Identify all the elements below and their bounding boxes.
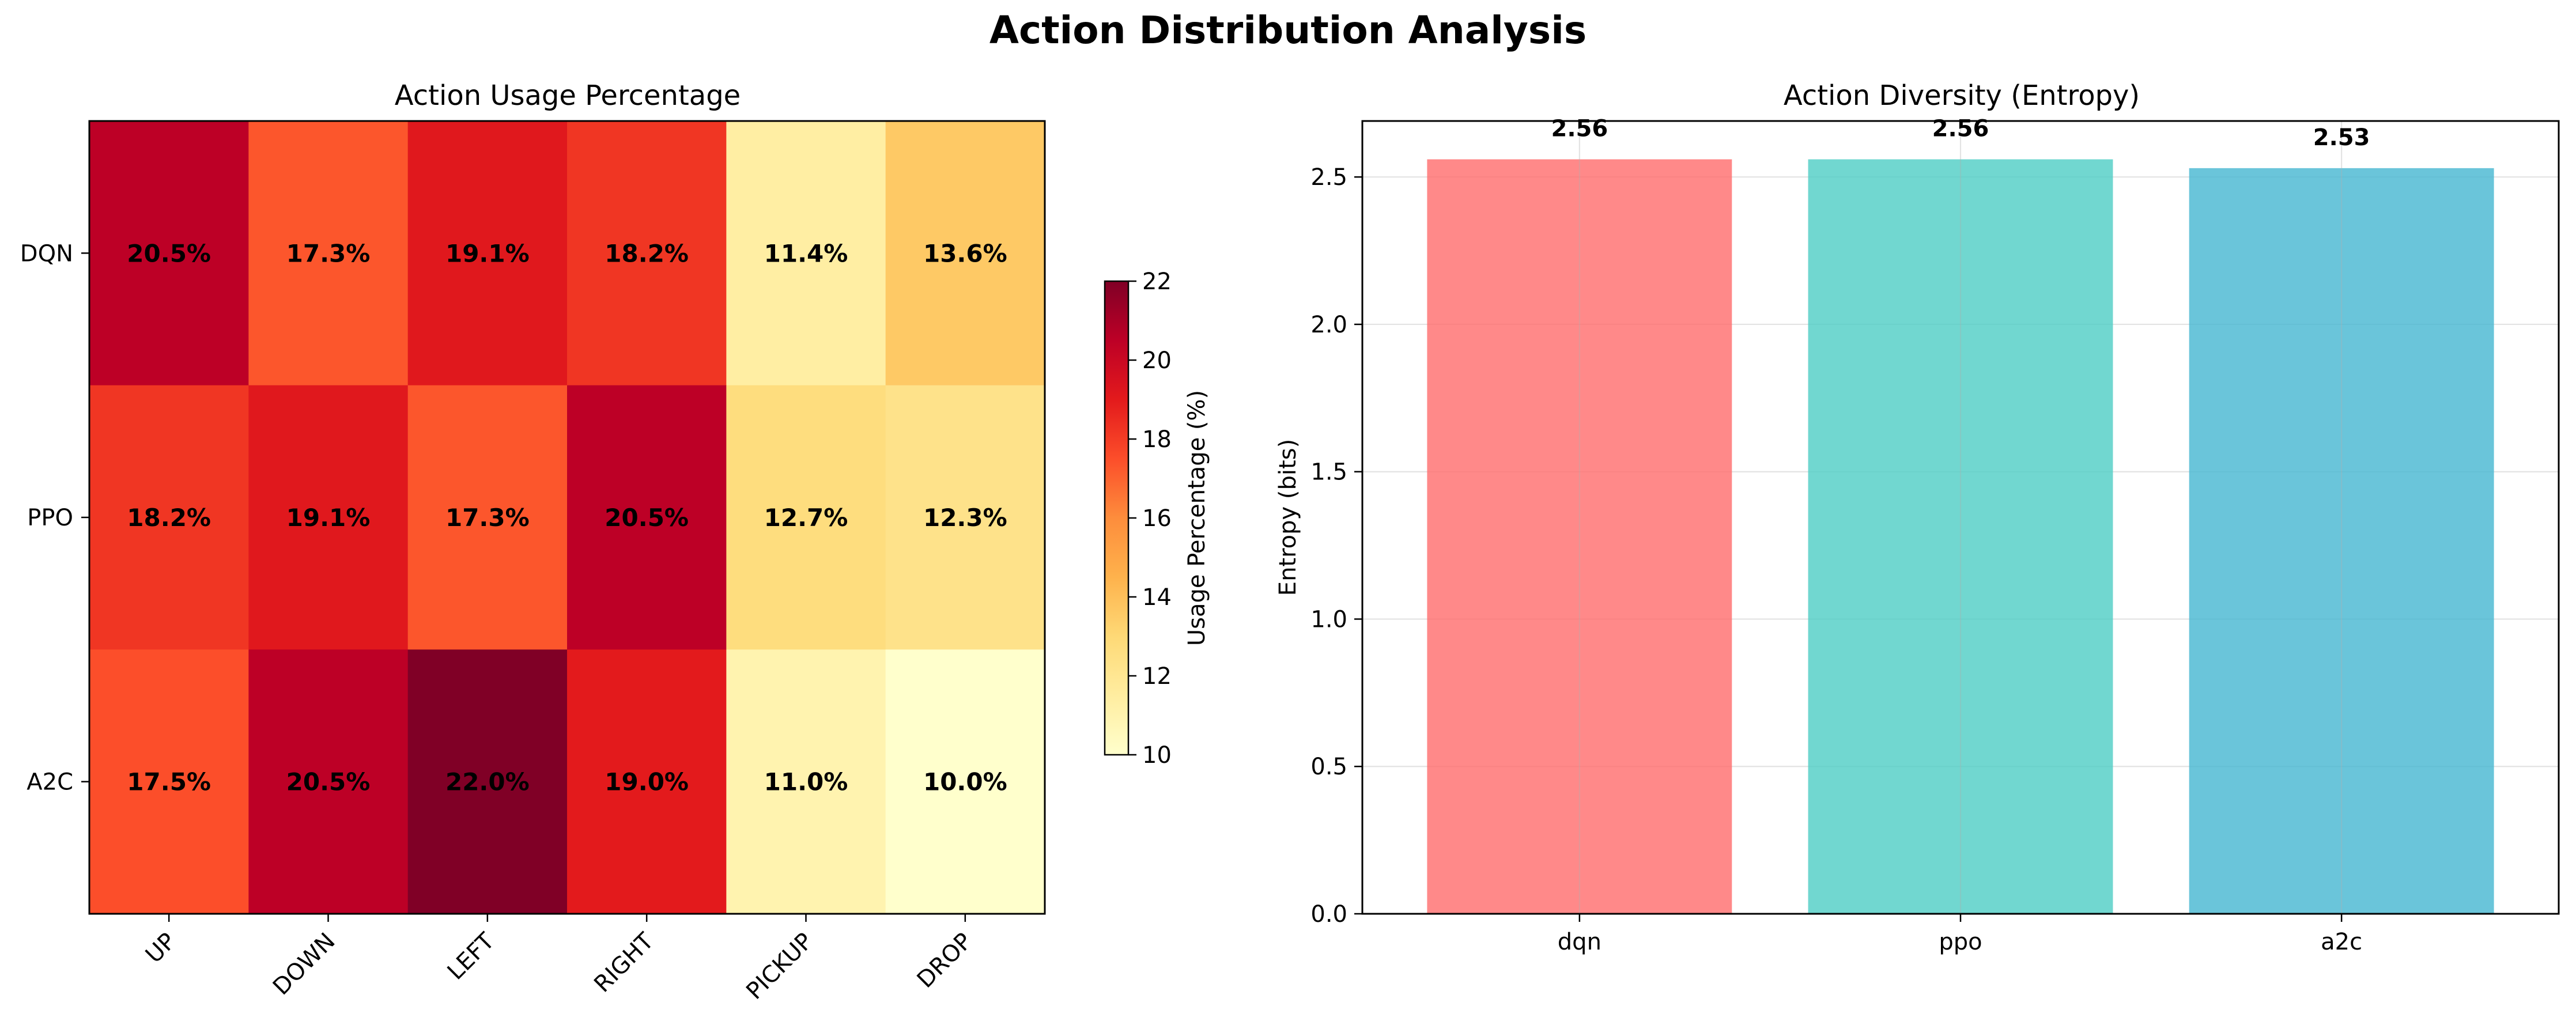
heatmap-cell-label: 10.0% (923, 768, 1007, 796)
colorbar-tick-label: 18 (1142, 426, 1172, 453)
bar-value-label: 2.56 (1932, 115, 1989, 142)
bar-chart-y-tick-label: 0.0 (1310, 901, 1347, 928)
heatmap-cell (407, 121, 568, 386)
heatmap-cells (89, 121, 1045, 914)
heatmap-cell (726, 121, 886, 386)
colorbar-tick-label: 20 (1142, 347, 1172, 374)
heatmap-cell (89, 121, 249, 386)
heatmap-cell (248, 649, 409, 914)
colorbar-ticks: 10 12 14 16 18 20 22 (1128, 268, 1172, 769)
bar-chart-bars (1427, 159, 2494, 914)
heatmap-cell-label: 20.5% (127, 239, 211, 267)
heatmap-cell-label: 19.0% (605, 768, 689, 796)
heatmap-title: Action Usage Percentage (395, 80, 741, 112)
bar-chart-y-axis-label: Entropy (bits) (1275, 439, 1301, 596)
bar-chart-x-tick-label: ppo (1939, 929, 1982, 955)
colorbar-tick-label: 16 (1142, 505, 1172, 532)
colorbar-tick-label: 22 (1142, 268, 1172, 295)
heatmap-cell-label: 13.6% (923, 239, 1007, 267)
heatmap-cell (567, 385, 727, 650)
figure-title: Action Distribution Analysis (989, 8, 1587, 52)
heatmap-cell-label: 12.3% (923, 504, 1007, 532)
heatmap-cell (89, 649, 249, 914)
heatmap-y-tick-label: A2C (27, 769, 73, 796)
heatmap-cell (885, 385, 1045, 650)
heatmap-frame (88, 120, 1046, 915)
bar-chart-y-tick-label: 2.0 (1310, 312, 1347, 338)
bar-chart-x-tick-label: a2c (2321, 929, 2362, 955)
heatmap-y-ticks: DQN PPO A2C (20, 240, 89, 796)
heatmap-cell (567, 649, 727, 914)
heatmap-cell (726, 649, 886, 914)
bar-chart-title: Action Diversity (Entropy) (1784, 80, 2140, 112)
bar-value-labels: 2.56 2.56 2.53 (1551, 115, 2370, 150)
bar-chart-y-ticks: 0.0 0.5 1.0 1.5 2.0 2.5 (1310, 164, 1362, 928)
heatmap-cell-label: 12.7% (764, 504, 848, 532)
heatmap-cell-label: 11.0% (764, 768, 848, 796)
colorbar-tick-label: 12 (1142, 663, 1172, 690)
bar-chart-y-tick-label: 1.0 (1310, 606, 1347, 633)
bar-chart-y-tick-label: 2.5 (1310, 164, 1347, 191)
heatmap-cell-label: 11.4% (764, 239, 848, 267)
heatmap-y-tick-label: PPO (27, 505, 73, 531)
heatmap-cell-label: 20.5% (605, 504, 689, 532)
bar-a2c (2189, 168, 2494, 914)
heatmap-cell-label: 18.2% (127, 504, 211, 532)
heatmap-cell-label: 17.5% (127, 768, 211, 796)
bar-chart-panel: Action Diversity (Entropy) 2.56 2.56 2.53 … (1275, 80, 2560, 955)
heatmap-cell-label: 20.5% (286, 768, 371, 796)
colorbar-tick-label: 14 (1142, 584, 1172, 611)
heatmap-cell (885, 649, 1045, 914)
bar-chart-x-ticks: dqn ppo a2c (1558, 914, 2362, 955)
heatmap-cell-label: 17.3% (286, 239, 371, 267)
heatmap-cell-label: 19.1% (286, 504, 371, 532)
colorbar: 10 12 14 16 18 20 22 Usage Percentage (%) (1104, 268, 1210, 769)
colorbar-label: Usage Percentage (%) (1184, 390, 1210, 646)
colorbar-tick-label: 10 (1142, 742, 1172, 769)
heatmap-cell-label: 18.2% (605, 239, 689, 267)
heatmap-cell (407, 649, 568, 914)
heatmap-cell-label: 17.3% (445, 504, 530, 532)
bar-value-label: 2.53 (2313, 124, 2370, 151)
heatmap-y-tick-label: DQN (20, 240, 73, 267)
heatmap-panel: Action Usage Percentage 20.5% 17.3% 19.1% 1… (20, 80, 1046, 1005)
bar-chart-x-tick-label: dqn (1558, 929, 1601, 955)
bar-chart-y-tick-label: 0.5 (1310, 754, 1347, 780)
bar-chart-vertical-grid (1578, 121, 2343, 914)
colorbar-scale (1104, 280, 1130, 756)
bar-dqn (1427, 159, 1732, 914)
heatmap-cell-label: 22.0% (445, 768, 530, 796)
heatmap-cell (89, 385, 249, 650)
heatmap-cell (726, 385, 886, 650)
heatmap-cell-labels: 20.5% 17.3% 19.1% 18.2% 11.4% 13.6% 18.2% 19.1%… (127, 239, 1007, 796)
heatmap-cell (248, 121, 409, 386)
bar-value-label: 2.56 (1551, 115, 1608, 142)
bar-ppo (1808, 159, 2113, 914)
heatmap-cell (885, 121, 1045, 386)
heatmap-cell (407, 385, 568, 650)
bar-chart-y-tick-label: 1.5 (1310, 459, 1347, 486)
heatmap-cell (567, 121, 727, 386)
bar-chart-frame (1361, 120, 2560, 915)
heatmap-cell-label: 19.1% (445, 239, 530, 267)
heatmap-cell (248, 385, 409, 650)
